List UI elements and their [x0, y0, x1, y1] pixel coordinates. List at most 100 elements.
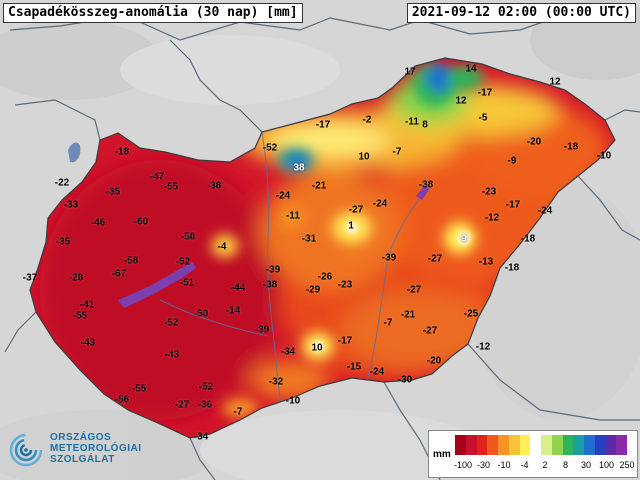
station-value: -21	[400, 309, 416, 321]
station-value: -17	[477, 87, 493, 99]
legend-swatch	[594, 435, 606, 455]
station-value: -24	[275, 190, 291, 202]
station-value: -27	[422, 325, 438, 337]
station-value: -7	[233, 406, 243, 418]
station-value: -37	[22, 272, 38, 284]
station-value: -18	[114, 146, 130, 158]
station-value: -55	[72, 310, 88, 322]
legend-swatch	[465, 435, 477, 455]
station-value: -17	[337, 335, 353, 347]
legend-tick-label: -100	[453, 460, 473, 470]
station-value: 10	[358, 151, 370, 163]
station-value: -35	[55, 236, 71, 248]
station-value: -52	[175, 256, 191, 268]
station-value: 17	[404, 66, 416, 78]
station-value: -58	[180, 231, 196, 243]
station-value: -47	[149, 171, 165, 183]
station-value: 9	[461, 233, 467, 245]
station-value: -10	[596, 150, 612, 162]
legend-unit: mm	[433, 449, 451, 460]
station-value: -24	[369, 366, 385, 378]
station-value: 12	[549, 76, 561, 88]
legend-swatch	[551, 435, 563, 455]
station-value: -28	[68, 272, 84, 284]
station-value: -15	[346, 361, 362, 373]
station-value: -14	[225, 305, 241, 317]
station-value: -56	[114, 394, 130, 406]
legend-tick-label: 2	[542, 460, 548, 470]
station-value: -46	[90, 217, 106, 229]
station-value: 12	[455, 95, 467, 107]
station-value: -17	[315, 119, 331, 131]
station-value: -11	[286, 210, 300, 222]
station-value: -38	[206, 180, 222, 192]
station-value: -35	[105, 186, 121, 198]
station-value: -27	[174, 399, 190, 411]
map-datetime: 2021-09-12 02:00 (00:00 UTC)	[406, 3, 636, 23]
station-value: 38	[293, 162, 305, 174]
station-value: -44	[230, 282, 246, 294]
station-value: -43	[164, 349, 180, 361]
legend-swatch	[616, 435, 627, 455]
legend-tick-label: 250	[619, 460, 635, 470]
legend-swatch	[530, 435, 541, 455]
station-value: -4	[217, 241, 227, 253]
station-value: -55	[163, 181, 179, 193]
station-value: -60	[133, 216, 149, 228]
station-value: -23	[337, 279, 353, 291]
legend-color-bar	[455, 435, 627, 455]
station-value: -31	[301, 233, 317, 245]
station-value: -12	[484, 212, 500, 224]
legend-swatch	[584, 435, 595, 455]
station-value: -27	[406, 284, 422, 296]
logo-line-3: SZOLGÁLAT	[50, 454, 115, 465]
legend-tick-label: -10	[497, 460, 511, 470]
station-value: -43	[80, 337, 96, 349]
legend-swatch	[455, 435, 466, 455]
station-value: -39	[254, 324, 270, 336]
legend-swatch	[541, 435, 552, 455]
station-value: -51	[179, 277, 195, 289]
legend-tick-label: 30	[580, 460, 592, 470]
logo-line-1: ORSZÁGOS	[50, 432, 112, 443]
station-value: -12	[475, 341, 491, 353]
station-value: -9	[507, 155, 517, 167]
omsz-logo: ORSZÁGOS METEOROLÓGIAI SZOLGÁLAT	[8, 428, 168, 476]
station-value: -30	[397, 374, 413, 386]
station-value: -18	[504, 262, 520, 274]
station-value: -20	[526, 136, 542, 148]
station-value: -36	[197, 399, 213, 411]
station-value: -34	[193, 431, 209, 443]
legend-swatch	[487, 435, 498, 455]
station-value: -58	[123, 255, 139, 267]
station-value: 14	[465, 63, 477, 75]
station-value: -17	[505, 199, 521, 211]
station-value: -55	[131, 383, 147, 395]
station-value: -22	[54, 177, 70, 189]
legend-swatch	[508, 435, 520, 455]
station-value: -18	[520, 233, 536, 245]
station-value: -67	[111, 268, 127, 280]
station-value: -33	[63, 199, 79, 211]
station-value: -29	[305, 284, 321, 296]
station-value: -11	[405, 116, 419, 128]
station-value: 1	[348, 220, 354, 232]
legend-swatch	[573, 435, 584, 455]
legend-tick-label: 100	[598, 460, 615, 470]
station-value: -39	[381, 252, 397, 264]
station-value: -39	[265, 264, 281, 276]
legend-tick-label: -30	[476, 460, 491, 470]
station-value: -18	[563, 141, 579, 153]
station-value: -32	[268, 376, 284, 388]
omsz-logo-icon	[9, 433, 43, 467]
station-value: -10	[285, 395, 301, 407]
station-value: -34	[280, 346, 296, 358]
station-value: -24	[537, 205, 553, 217]
station-value: -38	[418, 179, 434, 191]
map-title: Csapadékösszeg-anomália (30 nap) [mm]	[3, 3, 303, 23]
legend-ticks: -100 -30 -10 -4 2 8 30 100 250	[453, 460, 635, 472]
logo-line-2: METEOROLÓGIAI	[50, 443, 142, 454]
station-value: -13	[478, 256, 494, 268]
color-legend: mm -100 -30 -10 -4 2 8 30 100 250	[428, 430, 638, 478]
station-value: -5	[478, 112, 488, 124]
